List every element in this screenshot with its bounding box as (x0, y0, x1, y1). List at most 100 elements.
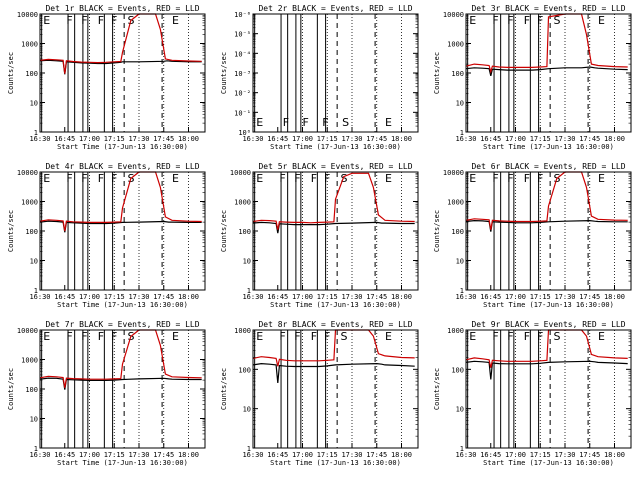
x-axis-label: Start Time (17-Jun-13 16:30:00) (270, 459, 401, 467)
event-label: F (279, 330, 285, 343)
series-events-line (465, 66, 628, 77)
y-tick-label: 100 (25, 228, 38, 236)
y-tick-label: 10 (456, 100, 464, 108)
plot-frame (465, 329, 632, 449)
y-tick-label: 1 (34, 129, 38, 137)
y-tick-label: 10 (30, 416, 38, 424)
x-tick-label: 17:00 (505, 135, 526, 143)
event-label: F (524, 330, 530, 343)
x-tick-label: 17:30 (128, 293, 149, 301)
y-tick-label: 1000 (447, 199, 464, 207)
y-tick-label: 1 (247, 445, 251, 453)
event-label: E (598, 330, 605, 343)
chart-title: Det 3r BLACK = Events, RED = LLD (471, 4, 625, 13)
x-tick-label: 16:30 (455, 451, 476, 459)
chart-title: Det 7r BLACK = Events, RED = LLD (45, 320, 199, 329)
x-tick-label: 16:45 (267, 135, 288, 143)
event-label: E (469, 172, 476, 185)
x-tick-label: 17:45 (366, 293, 387, 301)
x-tick-label: 17:45 (153, 293, 174, 301)
event-label: F (537, 330, 543, 343)
y-tick-label: 100 (25, 386, 38, 394)
y-tick-label: 1000 (21, 357, 38, 365)
event-label: E (385, 330, 392, 343)
x-tick-label: 17:30 (341, 135, 362, 143)
x-tick-label: 17:30 (128, 451, 149, 459)
y-tick-label: 10⁻¹ (234, 109, 251, 117)
x-tick-label: 16:30 (242, 135, 263, 143)
event-label: F (507, 172, 513, 185)
chart-title: Det 4r BLACK = Events, RED = LLD (45, 162, 199, 171)
event-label: S (340, 330, 347, 343)
event-label: F (507, 14, 513, 27)
x-tick-label: 17:30 (128, 135, 149, 143)
event-label: F (311, 172, 317, 185)
event-label: F (303, 116, 309, 129)
y-tick-label: 1000 (447, 41, 464, 49)
x-tick-label: 17:30 (341, 451, 362, 459)
x-tick-label: 17:00 (79, 293, 100, 301)
event-label: F (111, 14, 117, 27)
x-tick-label: 17:15 (317, 293, 338, 301)
y-axis-label: Counts/sec (220, 368, 228, 410)
x-tick-label: 17:00 (79, 451, 100, 459)
x-tick-label: 17:15 (530, 293, 551, 301)
x-tick-label: 17:45 (579, 451, 600, 459)
x-axis-label: Start Time (17-Jun-13 16:30:00) (57, 143, 188, 151)
event-label: F (98, 330, 104, 343)
event-label: E (385, 172, 392, 185)
y-tick-label: 10⁻³ (234, 70, 251, 78)
event-label: F (81, 172, 87, 185)
chart-title: Det 2r BLACK = Events, RED = LLD (258, 4, 412, 13)
x-tick-label: 17:15 (104, 293, 125, 301)
x-tick-label: 17:30 (554, 293, 575, 301)
x-tick-label: 16:45 (54, 293, 75, 301)
x-tick-label: 16:30 (29, 451, 50, 459)
event-label: E (469, 14, 476, 27)
event-label: F (111, 330, 117, 343)
y-tick-label: 10⁻² (234, 90, 251, 98)
x-tick-label: 18:00 (604, 293, 625, 301)
x-tick-label: 17:00 (505, 451, 526, 459)
x-tick-label: 17:15 (530, 451, 551, 459)
event-label: S (342, 116, 349, 129)
y-tick-label: 100 (451, 366, 464, 374)
x-tick-label: 16:45 (267, 293, 288, 301)
event-label: F (81, 14, 87, 27)
plot-frame (252, 329, 419, 449)
x-tick-label: 18:00 (391, 293, 412, 301)
event-label: F (537, 172, 543, 185)
x-axis-label: Start Time (17-Jun-13 16:30:00) (57, 301, 188, 309)
event-label: E (172, 172, 179, 185)
event-label: E (256, 116, 263, 129)
series-lld-line (465, 171, 628, 230)
y-tick-label: 10⁻⁶ (234, 11, 251, 19)
x-tick-label: 16:45 (480, 293, 501, 301)
y-tick-label: 1000 (21, 199, 38, 207)
event-label: F (283, 116, 289, 129)
y-tick-label: 1 (460, 445, 464, 453)
x-axis-label: Start Time (17-Jun-13 16:30:00) (270, 143, 401, 151)
event-label: F (66, 330, 72, 343)
y-tick-label: 1000 (234, 199, 251, 207)
y-axis-label: Counts/sec (7, 368, 15, 410)
chart-title: Det 9r BLACK = Events, RED = LLD (471, 320, 625, 329)
x-tick-label: 18:00 (391, 135, 412, 143)
event-label: F (279, 172, 285, 185)
x-tick-label: 16:30 (29, 135, 50, 143)
x-axis-label: Start Time (17-Jun-13 16:30:00) (57, 459, 188, 467)
x-tick-label: 17:15 (317, 135, 338, 143)
y-tick-label: 100 (25, 70, 38, 78)
x-tick-label: 16:45 (54, 451, 75, 459)
y-axis-label: Counts/sec (433, 210, 441, 252)
event-label: E (43, 14, 50, 27)
x-tick-label: 18:00 (178, 451, 199, 459)
y-axis-label: Counts/sec (7, 210, 15, 252)
y-tick-label: 1000 (21, 41, 38, 49)
x-tick-label: 16:45 (267, 451, 288, 459)
y-tick-label: 1000 (234, 327, 251, 335)
x-tick-label: 18:00 (604, 451, 625, 459)
